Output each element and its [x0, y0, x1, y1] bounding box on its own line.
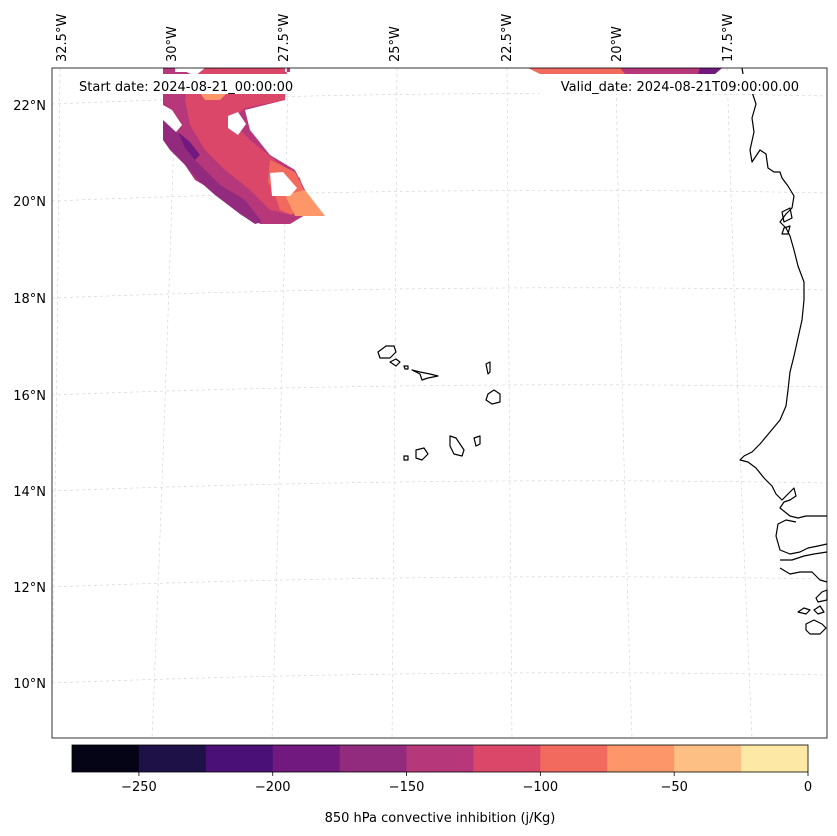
island-santo-antao: [377, 345, 397, 359]
lat-tick-label: 18°N: [13, 292, 46, 307]
colorbar-bin: [272, 745, 341, 772]
lon-tick-label: 20°W: [610, 26, 625, 62]
colorbar-bin: [205, 745, 274, 772]
lat-tick-label: 10°N: [13, 677, 46, 692]
cin-region-orange: [285, 190, 325, 216]
colorbar-bin: [674, 745, 742, 772]
colorbar-bin: [473, 745, 541, 772]
lat-tick-label: 12°N: [13, 581, 46, 596]
island-maio: [473, 435, 481, 447]
colorbar-border: [71, 744, 809, 773]
map-background: [52, 68, 827, 738]
island-sao-nicolau: [411, 369, 439, 381]
colorbar-bin: [138, 745, 207, 772]
island-boa-vista: [485, 389, 501, 405]
colorbar-label: 850 hPa convective inhibition (j/Kg): [325, 811, 556, 826]
lat-tick-labels: 22°N 20°N 18°N 16°N 14°N 12°N 10°N: [13, 99, 46, 692]
cin-region-purple: [163, 120, 262, 224]
valid-date-box: [540, 74, 804, 94]
start-date-label: Start date: 2024-08-21_00:00:00: [79, 80, 293, 95]
lon-tick-label: 25°W: [388, 26, 403, 62]
colorbar-bin: [72, 745, 140, 772]
graticule: [51, 67, 828, 739]
colorbar-tick-label: −100: [523, 780, 559, 795]
colorbar-bin: [607, 745, 675, 772]
lon-tick-label: 27.5°W: [277, 14, 292, 62]
colorbar-tick-label: −50: [660, 780, 687, 795]
lon-tick-labels: 32.5°W 30°W 27.5°W 25°W 22.5°W 20°W 17.5…: [55, 14, 736, 62]
cin-region-strip-purple: [698, 68, 722, 74]
island-fogo: [415, 447, 429, 461]
lon-tick-label: 17.5°W: [721, 14, 736, 62]
island-santiago: [449, 435, 465, 457]
colorbar-bin: [741, 745, 809, 772]
lat-tick-label: 14°N: [13, 485, 46, 500]
coastline-africa: [739, 67, 828, 635]
cin-hole: [178, 68, 205, 76]
island-santa-luzia: [403, 365, 409, 370]
lat-tick-label: 16°N: [13, 389, 46, 404]
cin-hole: [270, 172, 297, 196]
lon-tick-label: 30°W: [165, 26, 180, 62]
valid-date-label: Valid_date: 2024-08-21T09:00:00.00: [561, 80, 799, 95]
cin-region-strip-magenta: [620, 68, 705, 74]
colorbar-tick-label: 0: [804, 780, 812, 795]
cin-contours-north: [528, 68, 722, 74]
cin-hole: [228, 112, 246, 135]
island-brava: [403, 455, 409, 461]
lon-tick-label: 32.5°W: [55, 14, 70, 62]
colorbar-bin: [339, 745, 408, 772]
colorbar-tick-label: −200: [255, 780, 291, 795]
colorbar-tick-label: −150: [389, 780, 425, 795]
island-sal: [485, 361, 491, 375]
colorbar-tick-label: −250: [121, 780, 157, 795]
cin-contours-nw: [163, 68, 325, 224]
cin-hole: [163, 105, 182, 132]
cabo-verde-islands: [377, 345, 501, 461]
colorbar-bin: [540, 745, 608, 772]
colorbar: −250 −200 −150 −100 −50 0: [71, 744, 812, 795]
lat-tick-label: 20°N: [13, 195, 46, 210]
island-sao-vicente: [389, 358, 401, 367]
cin-region-deep-purple: [178, 132, 200, 160]
map-frame: [51, 67, 828, 739]
colorbar-bin: [406, 745, 474, 772]
lat-tick-label: 22°N: [13, 99, 46, 114]
lon-tick-label: 22.5°W: [500, 14, 515, 62]
start-date-box: [74, 74, 312, 94]
